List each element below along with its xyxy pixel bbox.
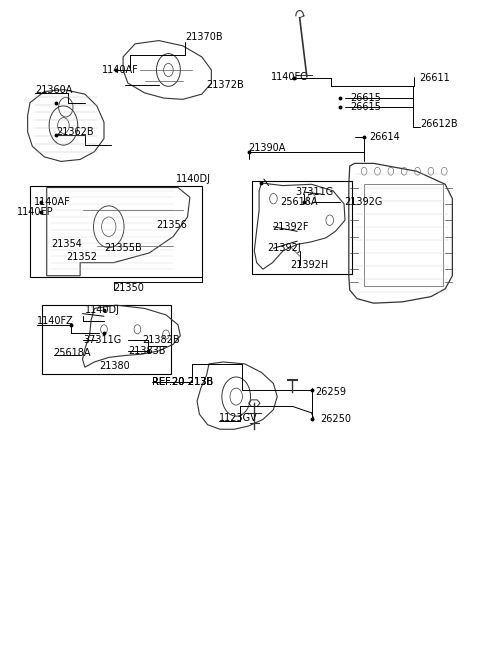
Text: 21360A: 21360A [35, 85, 72, 94]
Text: 21355B: 21355B [104, 243, 142, 253]
Text: 37311G: 37311G [84, 335, 122, 345]
Text: REF.20-213B: REF.20-213B [152, 377, 213, 386]
Text: 37311G: 37311G [295, 187, 333, 197]
Text: 21372B: 21372B [206, 80, 244, 90]
Text: REF.20-213B: REF.20-213B [152, 377, 213, 386]
Text: 1140AF: 1140AF [34, 197, 71, 207]
Text: 21390A: 21390A [249, 144, 286, 154]
Text: 26259: 26259 [315, 387, 347, 397]
Text: 26250: 26250 [320, 415, 351, 424]
Text: 21392F: 21392F [273, 222, 309, 232]
Text: REF.20-213B: REF.20-213B [152, 377, 213, 386]
Text: 21356: 21356 [156, 220, 187, 230]
Text: 21392J: 21392J [268, 243, 301, 253]
Text: 21362B: 21362B [56, 127, 94, 137]
Text: 21352: 21352 [66, 253, 97, 262]
Text: 21380: 21380 [99, 361, 130, 371]
Text: 26614: 26614 [369, 132, 399, 142]
Text: 21354: 21354 [51, 239, 83, 249]
Text: 21382B: 21382B [142, 335, 180, 345]
Text: 21350: 21350 [114, 283, 144, 293]
Text: 1140FZ: 1140FZ [37, 316, 74, 327]
Text: 1140FC: 1140FC [271, 72, 308, 81]
Bar [252, 181, 352, 274]
Text: 21392H: 21392H [290, 260, 328, 270]
Text: 21370B: 21370B [185, 32, 223, 43]
Text: 1140EP: 1140EP [17, 207, 54, 217]
Text: 21383B: 21383B [128, 346, 165, 356]
Bar [30, 186, 202, 277]
Text: 25618A: 25618A [281, 197, 318, 207]
Text: 1140DJ: 1140DJ [176, 174, 211, 184]
Text: 1123GV: 1123GV [218, 413, 257, 423]
Text: 1140DJ: 1140DJ [85, 304, 120, 315]
Text: 1140AF: 1140AF [102, 65, 138, 75]
Bar [42, 305, 171, 374]
Text: 21392G: 21392G [344, 197, 383, 207]
Text: 26615: 26615 [350, 93, 381, 103]
Text: 26615: 26615 [350, 102, 381, 112]
Bar [364, 184, 443, 285]
Text: 25618A: 25618A [53, 348, 90, 358]
Text: 26612B: 26612B [420, 119, 458, 129]
Text: 26611: 26611 [419, 73, 450, 83]
